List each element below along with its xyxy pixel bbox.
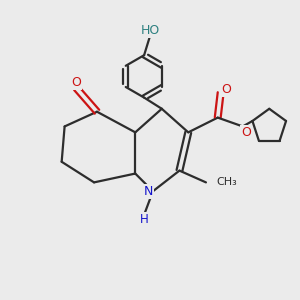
Text: O: O <box>71 76 81 89</box>
Text: HO: HO <box>140 24 160 37</box>
Text: H: H <box>140 213 148 226</box>
Text: O: O <box>222 83 232 96</box>
Text: CH₃: CH₃ <box>216 177 237 188</box>
Text: O: O <box>241 126 250 140</box>
Text: N: N <box>144 185 153 198</box>
